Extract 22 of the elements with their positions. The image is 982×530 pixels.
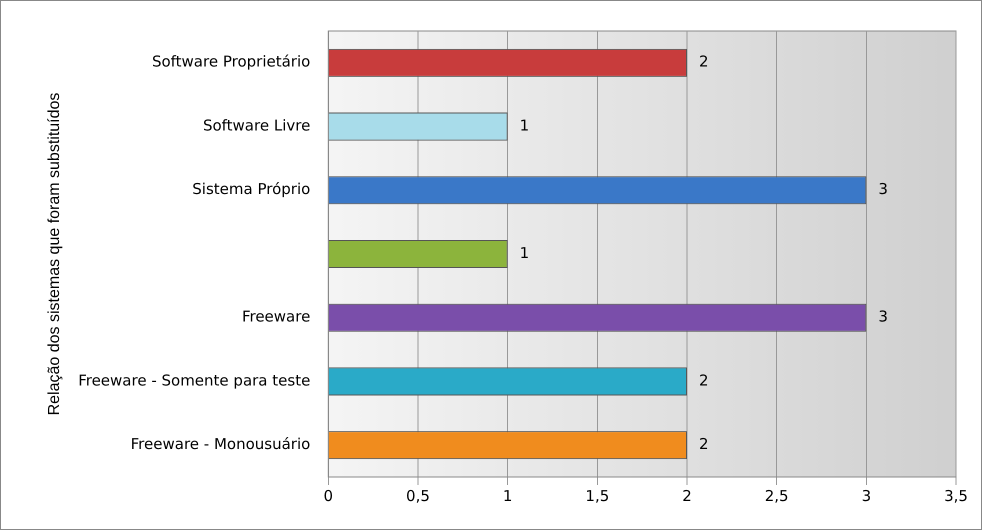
x-tick-label: 0 — [324, 486, 334, 505]
x-tick-label: 1 — [502, 486, 512, 505]
x-tick-label: 0,5 — [406, 486, 430, 505]
data-label: 1 — [520, 244, 530, 262]
y-tick-label: Software Livre — [202, 116, 310, 134]
y-tick-label: Freeware - Monousuário — [130, 435, 310, 454]
x-tick-label: 2 — [682, 486, 692, 505]
data-label: 2 — [698, 52, 709, 71]
x-tick-label: 3,5 — [944, 486, 968, 505]
y-tick-label: Freeware - Somente para teste — [78, 371, 310, 390]
data-label: 2 — [698, 371, 709, 390]
y-axis-title: Relação dos sistemas que foram substituídos — [46, 92, 64, 416]
y-tick-label: Sistema Próprio — [192, 180, 310, 198]
y-tick-label: Software Proprietário — [152, 52, 310, 71]
data-label: 3 — [878, 180, 888, 198]
x-tick-label: 3 — [862, 486, 872, 505]
data-label: 2 — [698, 435, 709, 454]
x-tick-label: 1,5 — [585, 486, 610, 505]
data-label: 1 — [520, 116, 530, 134]
y-tick-label: Freeware — [242, 308, 310, 326]
data-label: 3 — [878, 308, 888, 326]
x-tick-label: 2,5 — [764, 486, 789, 505]
